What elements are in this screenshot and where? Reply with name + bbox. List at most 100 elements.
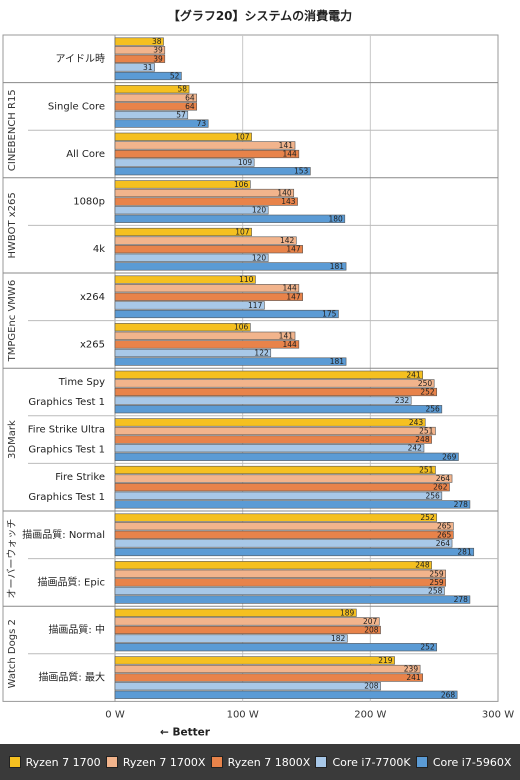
bar [114,643,438,652]
bar [114,617,380,626]
data-label: 248 [415,561,430,570]
bar [114,102,198,111]
bar [114,158,255,167]
category-label: 4k [93,244,105,255]
bar [114,214,346,223]
data-label: 264 [436,539,451,548]
data-label: 189 [340,608,355,617]
legend-swatch [105,756,118,768]
data-label: 232 [395,396,410,405]
bar [114,46,166,55]
bar [114,522,454,531]
legend-item: Ryzen 7 1700 [8,755,101,769]
data-label: 239 [404,665,419,674]
bar [114,370,423,379]
bar [114,379,435,388]
category-label: Graphics Test 1 [28,492,105,503]
data-label: 278 [454,595,469,604]
data-label: 106 [234,323,249,332]
bar [114,119,209,128]
bar [114,465,436,475]
bar [114,167,311,176]
data-label: 38 [152,37,162,46]
category-label: Fire Strike [55,472,105,483]
bar [114,93,198,102]
data-label: 241 [406,370,421,379]
category-label: Fire Strike Ultra [28,425,105,436]
bar [114,141,296,150]
bar [114,387,438,397]
category-label: アイドル時 [56,53,106,65]
bar [114,54,166,63]
legend-item: Core i7-7700K [315,756,411,769]
bar [114,37,164,46]
data-label: 243 [409,418,424,427]
x-tick-label: 200 W [354,709,386,720]
legend-label: Ryzen 7 1700 [25,755,101,769]
legend-swatch [415,756,428,768]
bar [114,474,453,483]
data-label: 265 [437,530,452,539]
data-label: 241 [406,673,421,682]
data-label: 258 [428,587,443,596]
category-label: 描画品質: 中 [48,623,105,636]
data-label: 281 [457,548,472,557]
bar [114,331,296,340]
data-label: 147 [286,245,301,254]
data-label: 252 [420,388,435,397]
legend-item: Core i7-5960X [415,755,512,769]
data-label: 144 [283,150,298,159]
data-label: 122 [254,349,269,358]
bar [114,348,272,358]
bar [114,418,426,427]
bar [114,63,155,72]
data-label: 219 [378,656,393,665]
bar [114,625,381,635]
bar [114,206,269,215]
category-label: Time Spy [58,377,105,388]
bar [114,690,458,699]
group-label: 3DMark [7,420,18,459]
data-label: 208 [364,626,379,635]
bar [114,323,251,332]
bar [114,539,453,548]
data-label: 256 [425,405,440,414]
bar [114,132,252,141]
data-label: 64 [185,102,195,111]
legend-label: Core i7-5960X [432,755,512,769]
category-label: x265 [80,339,105,350]
data-label: 242 [408,444,423,453]
legend-swatch [315,756,328,768]
bar [114,275,256,284]
bar [114,673,423,682]
data-label: 259 [429,569,444,578]
bar [114,547,475,557]
data-label: 107 [235,228,250,237]
data-label: 144 [283,340,298,349]
data-label: 58 [177,85,187,94]
bar [114,284,300,293]
bar [114,483,450,492]
data-label: 141 [279,331,294,340]
bar [114,180,251,189]
data-label: 264 [436,474,451,483]
data-label: 250 [418,379,433,388]
bar [114,262,347,271]
data-label: 64 [185,93,195,102]
legend-label: Ryzen 7 1800X [227,755,311,769]
legend-label: Ryzen 7 1700X [122,755,206,769]
bar [114,85,190,94]
data-label: 180 [328,214,343,223]
bar [114,682,381,691]
data-label: 181 [330,357,345,366]
data-label: 140 [277,189,292,198]
data-label: 252 [420,513,435,522]
data-label: 207 [363,617,378,626]
x-tick-label: 300 W [482,709,514,720]
data-label: 268 [441,690,456,699]
category-label: Graphics Test 1 [28,445,105,456]
category-label: All Core [66,149,105,160]
data-label: 259 [429,578,444,587]
bar [114,188,295,198]
bar [114,149,300,159]
